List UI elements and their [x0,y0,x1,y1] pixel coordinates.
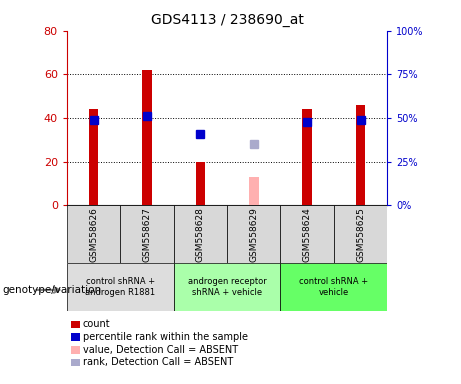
Bar [334,205,387,263]
Text: control shRNA +
vehicle: control shRNA + vehicle [299,277,368,297]
Bar [120,205,174,263]
Text: genotype/variation: genotype/variation [2,285,101,295]
Text: count: count [83,319,111,329]
Text: GSM558624: GSM558624 [302,207,312,262]
Bar [356,105,366,205]
Text: GSM558628: GSM558628 [196,207,205,262]
Bar [67,263,174,311]
Bar [249,177,259,205]
Bar [302,109,312,205]
Text: GSM558626: GSM558626 [89,207,98,262]
Bar [280,263,387,311]
Bar [280,205,334,263]
Bar [89,109,98,205]
Bar [227,205,280,263]
Text: GSM558625: GSM558625 [356,207,365,262]
Text: control shRNA +
androgen R1881: control shRNA + androgen R1881 [85,277,155,297]
Text: GSM558627: GSM558627 [142,207,152,262]
Bar [67,205,120,263]
Bar [174,263,280,311]
Text: GSM558629: GSM558629 [249,207,258,262]
Text: rank, Detection Call = ABSENT: rank, Detection Call = ABSENT [83,358,233,367]
Text: androgen receptor
shRNA + vehicle: androgen receptor shRNA + vehicle [188,277,266,297]
Title: GDS4113 / 238690_at: GDS4113 / 238690_at [151,13,303,27]
Bar [174,205,227,263]
Bar [142,70,152,205]
Text: percentile rank within the sample: percentile rank within the sample [83,332,248,342]
Bar [195,162,205,205]
Text: value, Detection Call = ABSENT: value, Detection Call = ABSENT [83,345,238,355]
